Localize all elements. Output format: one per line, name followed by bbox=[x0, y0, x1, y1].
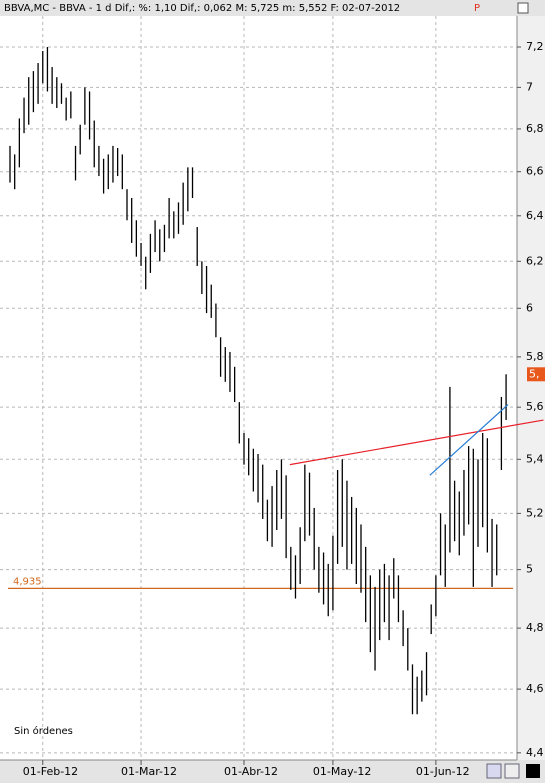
x-tick-label: 01-May-12 bbox=[313, 765, 371, 778]
header-bar bbox=[0, 0, 545, 16]
y-tick-label: 6,2 bbox=[526, 254, 544, 267]
y-tick-label: 5,8 bbox=[526, 350, 544, 363]
y-tick-label: 4,4 bbox=[526, 746, 544, 759]
y-tick-label: 6 bbox=[526, 301, 533, 314]
y-tick-label: 7 bbox=[526, 80, 533, 93]
y-tick-label: 4,8 bbox=[526, 621, 544, 634]
x-axis-panel bbox=[0, 760, 545, 783]
title-flag: P bbox=[474, 3, 480, 14]
last-price-box bbox=[527, 367, 545, 382]
y-tick-label: 5 bbox=[526, 563, 533, 576]
tool-button[interactable] bbox=[486, 763, 502, 779]
y-tick-label: 6,6 bbox=[526, 165, 544, 178]
header-button[interactable] bbox=[517, 2, 529, 14]
x-tick-label: 01-Jun-12 bbox=[416, 765, 470, 778]
last-price-label: 5, bbox=[529, 367, 540, 380]
trend-line bbox=[289, 419, 544, 466]
x-tick-label: 01-Abr-12 bbox=[224, 765, 278, 778]
level-label: 4,935 bbox=[13, 576, 42, 587]
y-tick-label: 5,2 bbox=[526, 506, 544, 519]
tool-button[interactable] bbox=[504, 763, 520, 779]
orders-note: Sin órdenes bbox=[14, 725, 73, 737]
y-tick-label: 6,8 bbox=[526, 122, 544, 135]
y-tick-label: 5,6 bbox=[526, 400, 544, 413]
y-tick-label: 5,4 bbox=[526, 452, 544, 465]
chart-title: BBVA,MC - BBVA - 1 d Dif,: %: 1,10 Dif,:… bbox=[4, 3, 400, 14]
tool-button[interactable] bbox=[526, 764, 540, 778]
trend-line bbox=[429, 404, 509, 476]
y-axis-panel bbox=[517, 16, 545, 760]
x-tick-label: 01-Feb-12 bbox=[23, 765, 78, 778]
y-tick-label: 7,2 bbox=[526, 40, 544, 53]
y-tick-label: 6,4 bbox=[526, 209, 544, 222]
x-tick-label: 01-Mar-12 bbox=[121, 765, 177, 778]
y-tick-label: 4,6 bbox=[526, 682, 544, 695]
